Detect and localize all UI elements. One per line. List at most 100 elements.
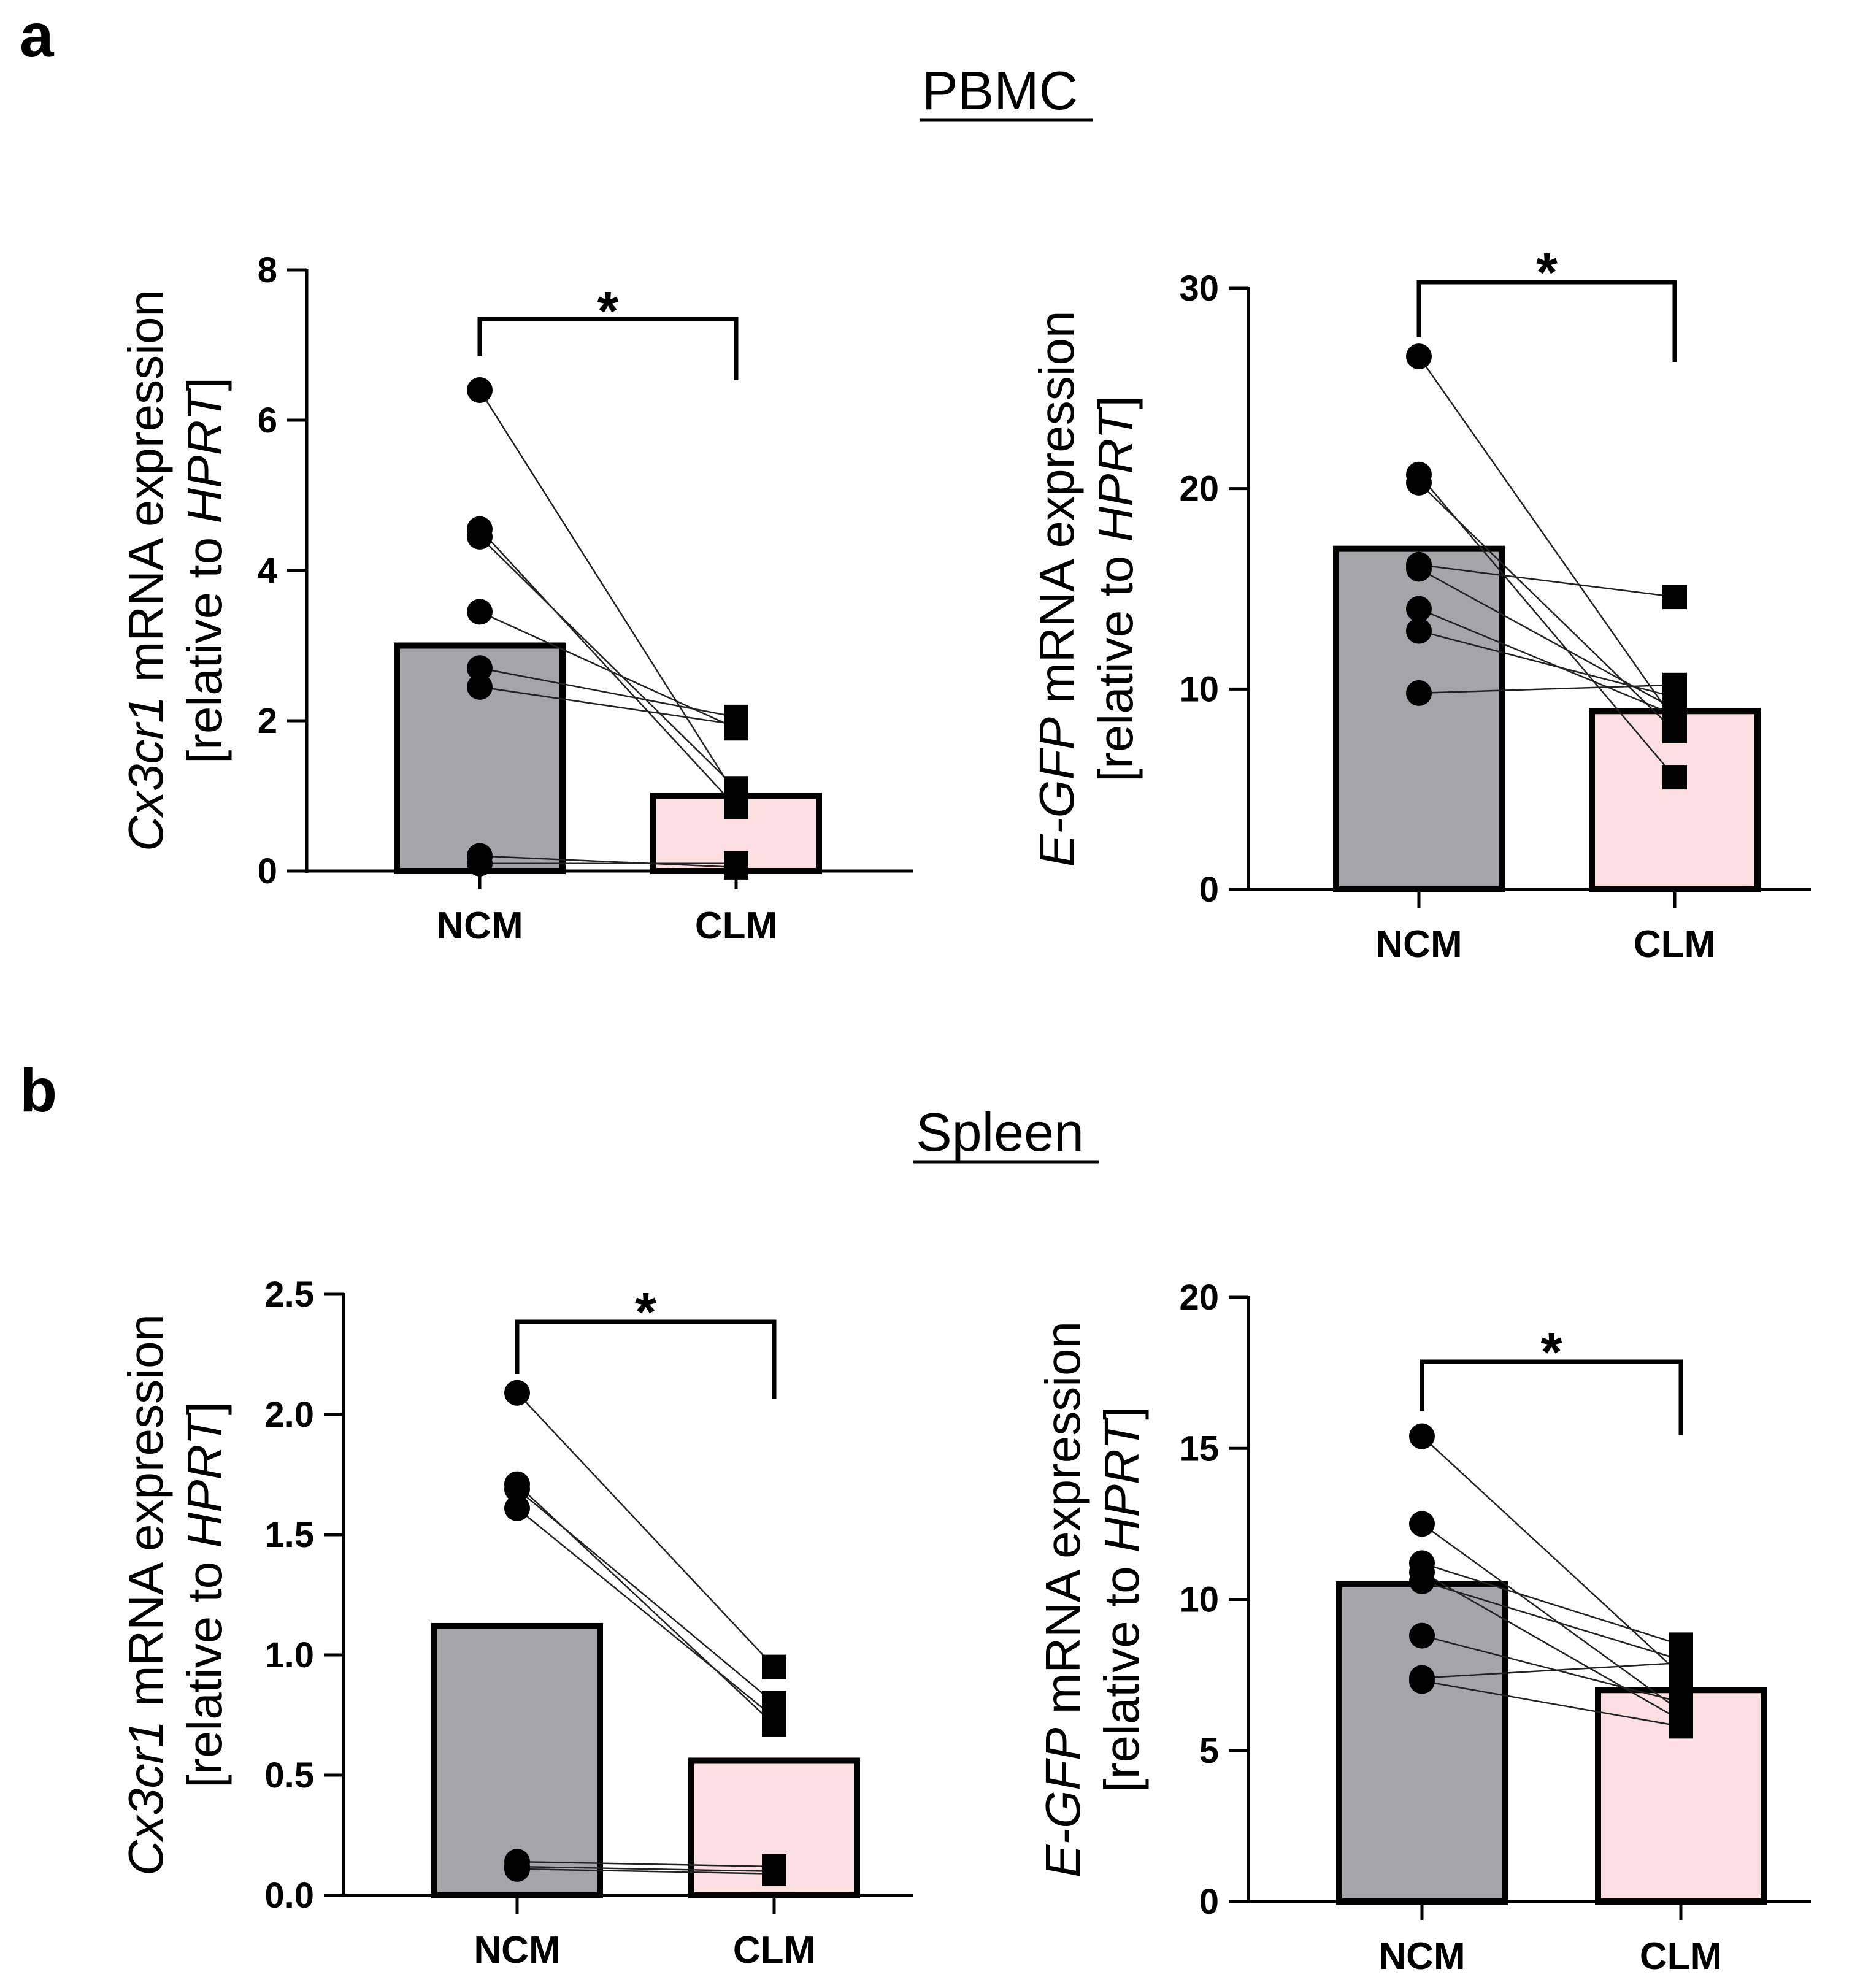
y-tick-label: 10 bbox=[1179, 1580, 1219, 1620]
x-tick-label-clm: CLM bbox=[695, 905, 777, 947]
point-clm bbox=[1662, 672, 1687, 697]
paired-line bbox=[517, 1507, 775, 1718]
y-axis-label-line2: [relative to HPRT] bbox=[177, 1402, 232, 1788]
chart-spleen-cx3cr1: 0.0 0.5 1.0 1.5 2.0 2.5 NCM CLM * Cx3cr1 mRNA exp… bbox=[118, 1275, 913, 1971]
y-axis-label-gene: E-GFP bbox=[1029, 717, 1084, 867]
x-tick-label-clm: CLM bbox=[733, 1929, 815, 1971]
y-axis-label-relative: [relative to bbox=[1088, 542, 1143, 782]
point-clm bbox=[1669, 1714, 1693, 1739]
y-axis-label-reference: HPRT bbox=[1088, 406, 1143, 542]
point-clm bbox=[1669, 1650, 1693, 1675]
point-ncm bbox=[504, 1495, 530, 1521]
point-clm bbox=[762, 1861, 786, 1886]
y-tick-label: 2.0 bbox=[264, 1395, 314, 1435]
y-axis-label-line1: Cx3cr1 mRNA expression bbox=[118, 1314, 173, 1876]
panel-letter-a: a bbox=[20, 1, 55, 70]
paired-line bbox=[1418, 684, 1675, 694]
point-ncm bbox=[467, 674, 493, 700]
point-ncm bbox=[1406, 680, 1432, 706]
y-tick-label: 20 bbox=[1179, 469, 1219, 509]
point-ncm bbox=[1406, 469, 1432, 496]
point-ncm bbox=[1409, 1668, 1435, 1694]
paired-line bbox=[479, 686, 737, 726]
y-tick-label: 10 bbox=[1179, 669, 1219, 709]
point-ncm bbox=[467, 655, 493, 681]
section-title-pbmc: PBMC bbox=[922, 60, 1078, 121]
point-ncm bbox=[467, 377, 493, 403]
point-ncm bbox=[467, 523, 493, 550]
y-tick-label: 2.5 bbox=[264, 1275, 314, 1314]
y-tick-label: 0 bbox=[1199, 870, 1219, 910]
x-tick-label-ncm: NCM bbox=[474, 1929, 560, 1971]
significance-star: * bbox=[597, 281, 618, 342]
y-axis-label-relative: [relative to bbox=[1094, 1552, 1149, 1792]
paired-line bbox=[1418, 564, 1675, 598]
paired-line bbox=[1421, 1662, 1681, 1679]
point-ncm bbox=[1406, 343, 1432, 370]
y-axis-label-gene: Cx3cr1 bbox=[118, 1721, 173, 1876]
y-tick-label: 0 bbox=[258, 851, 277, 891]
significance-bracket bbox=[515, 1319, 777, 1399]
significance-star: * bbox=[1540, 1322, 1562, 1383]
point-ncm bbox=[1409, 1511, 1435, 1537]
paired-line bbox=[517, 1860, 775, 1868]
paired-line bbox=[1421, 1562, 1681, 1646]
paired-line bbox=[479, 667, 737, 718]
y-axis-label-close: ] bbox=[1088, 396, 1143, 409]
significance-bracket bbox=[1416, 280, 1677, 362]
point-ncm bbox=[504, 1856, 530, 1882]
y-axis-label-line1: Cx3cr1 mRNA expression bbox=[118, 290, 173, 851]
y-axis-label-close: ] bbox=[177, 377, 232, 391]
x-tick-label-ncm: NCM bbox=[436, 905, 523, 947]
significance-bracket bbox=[1420, 1359, 1683, 1435]
y-axis-label-line1: E-GFP mRNA expression bbox=[1035, 1321, 1090, 1878]
y-tick-label: 6 bbox=[258, 401, 277, 440]
paired-line bbox=[1418, 356, 1676, 722]
point-clm bbox=[1669, 1689, 1693, 1714]
paired-line bbox=[1421, 1435, 1681, 1676]
y-axis-label-close: ] bbox=[177, 1402, 232, 1415]
point-clm bbox=[724, 851, 748, 876]
y-tick-label: 15 bbox=[1179, 1429, 1219, 1468]
x-tick-label-clm: CLM bbox=[1634, 923, 1716, 965]
chart-spleen-egfp: 0 5 10 15 20 NCM CLM * E-GFP mRNA expression[rel… bbox=[1035, 1278, 1811, 1978]
y-tick-label: 4 bbox=[258, 551, 277, 591]
y-axis-label-measure: mRNA expression bbox=[118, 290, 173, 696]
y-axis-label-line2: [relative to HPRT] bbox=[1088, 396, 1143, 782]
point-ncm bbox=[504, 1476, 530, 1502]
x-tick-label-ncm: NCM bbox=[1375, 923, 1462, 965]
point-clm bbox=[762, 1654, 786, 1679]
y-tick-label: 0 bbox=[1199, 1882, 1219, 1922]
paired-line bbox=[479, 855, 737, 869]
y-axis-label-measure: mRNA expression bbox=[1035, 1321, 1090, 1727]
significance-star: * bbox=[1536, 242, 1558, 304]
chart-pbmc-cx3cr1: 0 2 4 6 8 NCM CLM * Cx3cr1 mRNA expression[relat… bbox=[118, 250, 913, 947]
y-axis-label-relative: [relative to bbox=[177, 1548, 232, 1788]
y-axis-label-line2: [relative to HPRT] bbox=[177, 377, 232, 764]
y-tick-label: 0.0 bbox=[264, 1876, 314, 1916]
point-clm bbox=[1662, 765, 1687, 790]
y-tick-label: 20 bbox=[1179, 1278, 1219, 1318]
section-title-spleen: Spleen bbox=[916, 1102, 1084, 1162]
paired-line bbox=[1421, 1523, 1681, 1712]
y-tick-label: 2 bbox=[258, 701, 277, 741]
point-clm bbox=[724, 712, 748, 737]
y-axis-label-close: ] bbox=[1094, 1407, 1149, 1420]
y-axis-label: E-GFP mRNA expression[relative to HPRT] bbox=[1035, 1321, 1149, 1878]
paired-line bbox=[1418, 608, 1675, 716]
y-axis-label-reference: HPRT bbox=[177, 1412, 232, 1548]
paired-line bbox=[1421, 1635, 1681, 1703]
y-axis-label-relative: [relative to bbox=[177, 524, 232, 764]
y-axis-label-gene: Cx3cr1 bbox=[118, 696, 173, 851]
paired-line bbox=[517, 1392, 775, 1668]
y-tick-label: 30 bbox=[1179, 269, 1219, 309]
paired-line bbox=[478, 390, 737, 797]
paired-line bbox=[1421, 1680, 1681, 1727]
y-tick-label: 5 bbox=[1199, 1731, 1219, 1771]
paired-line bbox=[517, 1868, 775, 1875]
paired-line bbox=[1421, 1580, 1681, 1661]
paired-line bbox=[517, 1488, 775, 1704]
y-axis-label-measure: mRNA expression bbox=[1029, 311, 1084, 717]
point-ncm bbox=[504, 1380, 530, 1406]
point-clm bbox=[762, 1705, 786, 1730]
